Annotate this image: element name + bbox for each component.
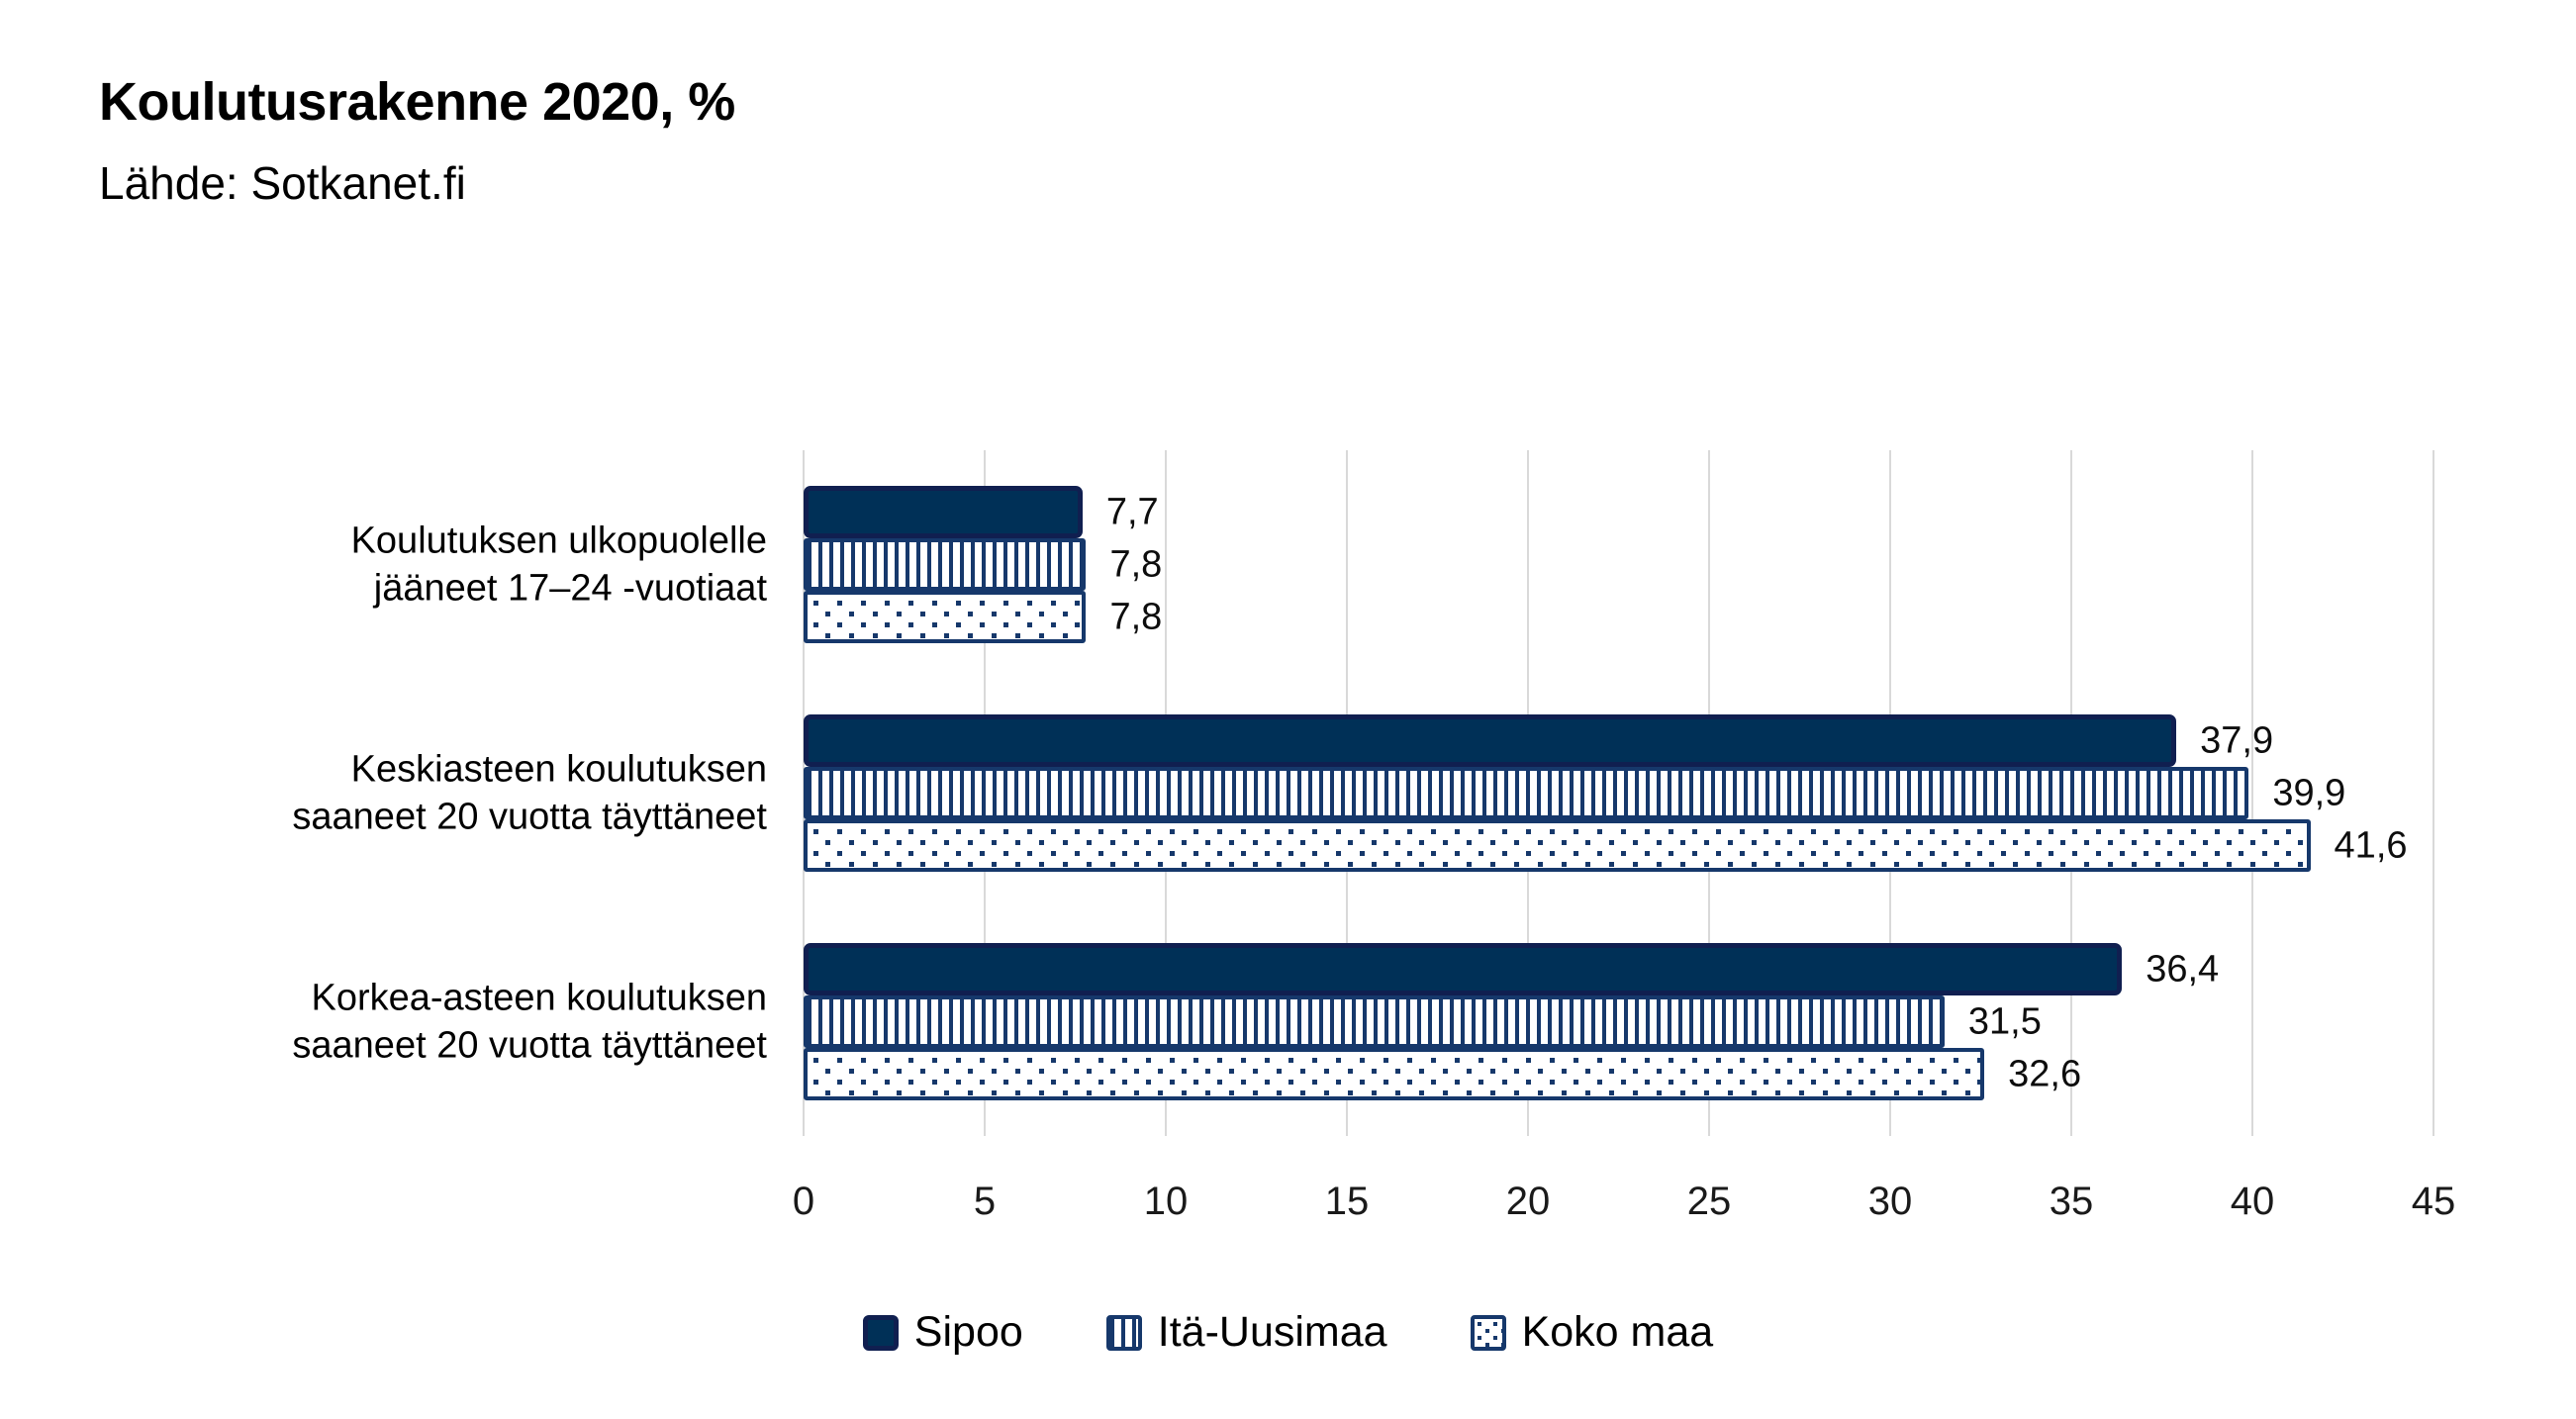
x-tick-label: 10 <box>1143 1180 1189 1223</box>
x-tick-label: 35 <box>2049 1180 2094 1223</box>
value-label-koko-maa: 41,6 <box>2334 824 2408 866</box>
legend-marker-it-uusimaa-icon <box>1105 1314 1142 1351</box>
category-label-line: Koulutuksen ulkopuolelle <box>350 519 767 561</box>
category-label-line: Korkea-asteen koulutuksen <box>311 976 767 1018</box>
bar-it-uusimaa <box>804 538 1087 591</box>
value-label-it-uusimaa: 7,8 <box>1109 543 1163 585</box>
category-label: Korkea-asteen koulutuksen saaneet 20 vuot… <box>59 974 767 1070</box>
legend-item-sipoo: Sipoo <box>862 1308 1023 1357</box>
legend-label: Itä-Uusimaa <box>1157 1308 1387 1356</box>
bar-koko-maa <box>804 591 1087 643</box>
value-label-koko-maa: 7,8 <box>1109 596 1163 637</box>
category-label-line: saaneet 20 vuotta täyttäneet <box>292 796 767 838</box>
category-label: Keskiasteen koulutuksen saaneet 20 vuotta… <box>59 745 767 841</box>
x-tick-label: 25 <box>1686 1180 1732 1223</box>
category-label-line: saaneet 20 vuotta täyttäneet <box>292 1024 767 1067</box>
value-label-sipoo: 36,4 <box>2146 948 2220 990</box>
gridline <box>2433 450 2434 1136</box>
bar-sipoo <box>804 486 1083 538</box>
bar-sipoo <box>804 943 2123 995</box>
value-label-koko-maa: 32,6 <box>2008 1053 2082 1094</box>
x-tick-label: 45 <box>2411 1180 2456 1223</box>
legend-item-koko-maa: Koko maa <box>1470 1308 1714 1357</box>
chart-subtitle: Lähde: Sotkanet.fi <box>99 157 466 209</box>
bar-koko-maa <box>804 1048 1985 1100</box>
legend-label: Koko maa <box>1521 1308 1714 1356</box>
category-label: Koulutuksen ulkopuolelle jääneet 17–24 -v… <box>59 517 767 613</box>
value-label-sipoo: 37,9 <box>2200 719 2274 761</box>
x-tick-label: 0 <box>792 1180 815 1223</box>
legend-label: Sipoo <box>913 1308 1023 1356</box>
bar-it-uusimaa <box>804 995 1945 1048</box>
x-tick-label: 30 <box>1867 1180 1913 1223</box>
legend-item-it-uusimaa: Itä-Uusimaa <box>1105 1308 1387 1357</box>
x-tick-label: 5 <box>973 1180 997 1223</box>
value-label-sipoo: 7,7 <box>1105 491 1159 532</box>
bar-koko-maa <box>804 819 2311 872</box>
category-label-line: jääneet 17–24 -vuotiaat <box>373 567 767 610</box>
x-tick-label: 20 <box>1505 1180 1551 1223</box>
chart-title: Koulutusrakenne 2020, % <box>99 72 735 132</box>
x-tick-label: 15 <box>1324 1180 1370 1223</box>
bar-sipoo <box>804 714 2177 767</box>
value-label-it-uusimaa: 31,5 <box>1967 1000 2042 1042</box>
legend-marker-koko-maa-icon <box>1470 1314 1506 1351</box>
bar-it-uusimaa <box>804 767 2249 819</box>
legend-marker-sipoo-icon <box>862 1314 899 1351</box>
gridline <box>2251 450 2253 1136</box>
category-label-line: Keskiasteen koulutuksen <box>350 747 767 790</box>
legend: Sipoo Itä-Uusimaa Koko maa <box>0 1308 2576 1357</box>
value-label-it-uusimaa: 39,9 <box>2272 772 2346 813</box>
x-tick-label: 40 <box>2230 1180 2275 1223</box>
